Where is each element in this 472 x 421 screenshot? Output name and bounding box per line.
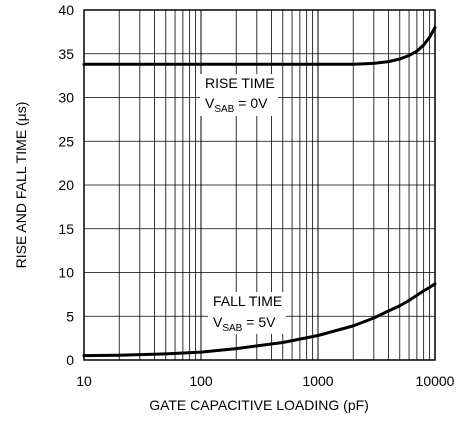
fall-time-condition: VSAB = 5V [213, 314, 276, 334]
rise-time-annotation: RISE TIME VSAB = 0V [200, 74, 278, 116]
plot-frame [83, 9, 436, 361]
fall-time-line [82, 282, 437, 358]
y-axis-title: RISE AND FALL TIME (µs) [13, 102, 29, 269]
tick-labels: 0 5 10 15 20 25 30 35 40 10 100 1000 10000 [58, 2, 454, 389]
y-tick-label: 0 [66, 352, 74, 368]
y-tick-label: 20 [58, 177, 74, 193]
y-tick-label: 25 [58, 133, 74, 149]
x-tick-label: 1000 [302, 373, 333, 389]
x-tick-label: 10000 [416, 373, 455, 389]
y-tick-label: 15 [58, 221, 74, 237]
y-tick-label: 10 [58, 265, 74, 281]
y-tick-label: 40 [58, 2, 74, 18]
rise-time-line [82, 26, 437, 66]
y-tick-label: 35 [58, 46, 74, 62]
y-tick-label: 5 [66, 308, 74, 324]
x-tick-label: 100 [189, 373, 213, 389]
x-axis-title: GATE CAPACITIVE LOADING (pF) [149, 397, 369, 413]
series-lines [82, 26, 437, 358]
rise-time-label: RISE TIME [205, 75, 275, 91]
x-tick-label: 10 [76, 373, 92, 389]
fall-time-annotation: FALL TIME VSAB = 5V [208, 292, 286, 334]
fall-time-label: FALL TIME [213, 293, 282, 309]
rise-time-condition: VSAB = 0V [205, 95, 268, 115]
y-tick-label: 30 [58, 90, 74, 106]
